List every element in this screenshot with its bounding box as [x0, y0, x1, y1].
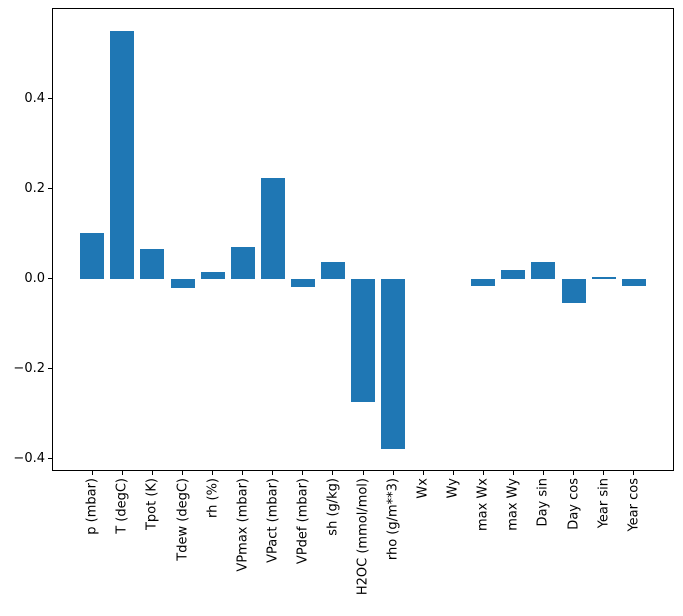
- bar-vpmax-mbar: [230, 246, 255, 279]
- y-tick-label: 0.4: [24, 91, 45, 107]
- bar-t-degc: [110, 30, 135, 279]
- x-tick-mark: [332, 471, 334, 475]
- y-tick-label: −0.4: [13, 451, 45, 467]
- x-tick-mark: [302, 471, 304, 475]
- x-tick-mark: [422, 471, 424, 475]
- x-tick-mark: [573, 471, 575, 475]
- x-tick-label-year-cos: Year cos: [626, 478, 642, 532]
- x-tick-mark: [121, 471, 123, 475]
- bar-day-sin: [531, 261, 556, 279]
- x-tick-mark: [633, 471, 635, 475]
- x-tick-mark: [362, 471, 364, 475]
- x-tick-mark: [482, 471, 484, 475]
- bar-tpot-k: [140, 248, 165, 279]
- bar-p-mbar: [80, 232, 105, 279]
- y-tick-label: −0.2: [13, 361, 45, 377]
- x-tick-label-rh: rh (%): [205, 478, 221, 518]
- x-tick-mark: [272, 471, 274, 475]
- x-tick-label-wx: Wx: [415, 478, 431, 499]
- bar-h2oc-mmol-mol: [350, 278, 376, 403]
- bar-sh-g-kg: [320, 262, 345, 279]
- y-tick-mark: [48, 458, 52, 460]
- x-tick-mark: [182, 471, 184, 475]
- bar-tdew-degc: [170, 278, 195, 288]
- x-tick-label-day-cos: Day cos: [566, 478, 582, 530]
- x-tick-label-vpact-mbar: VPact (mbar): [265, 478, 281, 563]
- x-tick-mark: [542, 471, 544, 475]
- x-tick-label-wy: Wy: [445, 478, 461, 499]
- x-tick-label-t-degc: T (degC): [114, 478, 130, 534]
- x-tick-mark: [452, 471, 454, 475]
- bar-day-cos: [561, 278, 586, 304]
- x-tick-mark: [512, 471, 514, 475]
- x-tick-label-tdew-degc: Tdew (degC): [175, 478, 191, 561]
- x-tick-mark: [392, 471, 394, 475]
- bar-rh: [200, 272, 225, 279]
- y-tick-mark: [48, 278, 52, 280]
- y-tick-mark: [48, 98, 52, 100]
- x-tick-label-day-sin: Day sin: [535, 478, 551, 527]
- x-tick-mark: [91, 471, 93, 475]
- y-tick-label: 0.2: [24, 181, 45, 197]
- x-tick-mark: [603, 471, 605, 475]
- x-tick-mark: [242, 471, 244, 475]
- x-tick-label-sh-g-kg: sh (g/kg): [325, 478, 341, 536]
- x-tick-label-vpmax-mbar: VPmax (mbar): [235, 478, 251, 572]
- x-tick-label-h2oc-mmol-mol: H2OC (mmol/mol): [355, 478, 371, 596]
- x-tick-label-year-sin: Year sin: [596, 478, 612, 529]
- bar-rho-g-m-3: [381, 278, 406, 450]
- x-tick-mark: [212, 471, 214, 475]
- x-tick-label-max-wy: max Wy: [505, 478, 521, 531]
- bar-vpdef-mbar: [290, 278, 315, 288]
- x-tick-label-p-mbar: p (mbar): [84, 478, 100, 535]
- y-tick-label: 0.0: [24, 271, 45, 287]
- x-tick-label-rho-g-m-3: rho (g/m**3): [385, 478, 401, 561]
- bar-max-wy: [501, 270, 526, 279]
- bar-year-cos: [621, 278, 646, 287]
- bar-year-sin: [591, 277, 616, 279]
- bar-vpact-mbar: [260, 177, 285, 279]
- y-tick-mark: [48, 368, 52, 370]
- x-tick-label-tpot-k: Tpot (K): [144, 478, 160, 531]
- bar-max-wx: [471, 278, 496, 287]
- x-tick-label-vpdef-mbar: VPdef (mbar): [295, 478, 311, 565]
- x-tick-label-max-wx: max Wx: [475, 478, 491, 532]
- x-tick-mark: [151, 471, 153, 475]
- y-tick-mark: [48, 188, 52, 190]
